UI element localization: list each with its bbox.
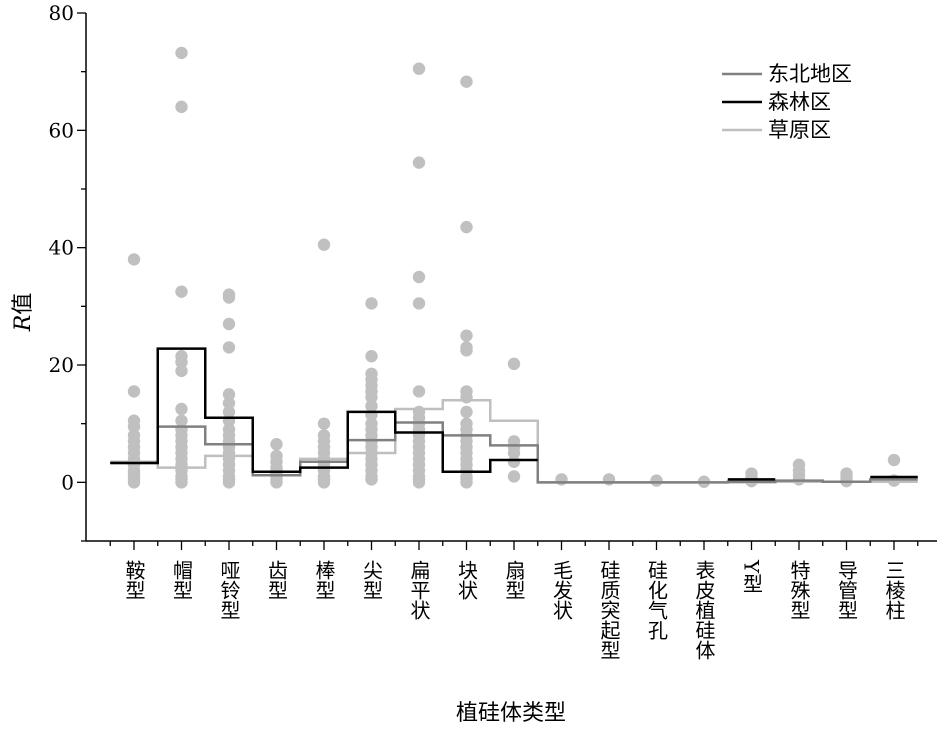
y-axis-title-italic: R: [11, 315, 36, 333]
data-point: [555, 473, 568, 486]
x-category-label: 帽型: [170, 560, 194, 600]
x-category-label: 毛发状: [550, 560, 574, 620]
data-point: [175, 285, 188, 298]
data-point: [412, 476, 426, 489]
data-point: [222, 341, 236, 354]
data-point: [222, 291, 236, 304]
x-category-label: 硅化气孔: [645, 560, 669, 640]
data-point: [412, 385, 426, 398]
data-point: [127, 253, 141, 266]
x-category-label: 特殊型: [787, 560, 811, 620]
legend-label: 东北地区: [768, 62, 852, 86]
data-point: [507, 455, 521, 468]
data-point: [222, 405, 236, 419]
data-point: [127, 476, 141, 489]
data-point: [222, 388, 236, 401]
series-line-1: [110, 347, 538, 474]
data-point: [460, 344, 473, 357]
y-tick-label: 40: [49, 236, 74, 260]
data-point: [365, 399, 378, 413]
x-category-label: 棒型: [312, 560, 336, 600]
data-point: [175, 364, 188, 378]
legend-label: 草原区: [768, 118, 831, 142]
data-point: [887, 453, 901, 467]
data-point: [365, 473, 378, 486]
data-point: [412, 62, 426, 75]
data-point: [412, 297, 426, 310]
y-axis-title: R值: [11, 293, 36, 333]
data-point: [270, 438, 283, 451]
x-axis-title: 植硅体类型: [456, 701, 566, 726]
y-axis-title-rest: 值: [11, 293, 36, 315]
x-category-label: 扁平状: [407, 560, 431, 620]
axes: 0 20 40 60 80 鞍型 帽型 哑铃型 齿型 棒型 尖型 扁平状 块状 扇型 毛发状 硅质突起型 硅化气…: [49, 1, 937, 660]
x-category-label: 块状: [455, 560, 479, 600]
data-point: [365, 297, 378, 310]
data-point: [460, 405, 473, 419]
x-category-label: 表皮植硅体: [692, 560, 716, 660]
data-point: [460, 220, 473, 234]
data-point: [175, 414, 188, 427]
data-point: [222, 396, 236, 410]
y-tick-label: 20: [49, 353, 74, 377]
y-tick-label: 0: [61, 470, 74, 494]
data-point: [317, 417, 331, 430]
data-point: [317, 476, 331, 489]
data-point: [222, 476, 236, 489]
data-point: [175, 355, 188, 369]
x-category-label: 鞍型: [122, 560, 146, 600]
data-point: [412, 156, 426, 169]
data-point: [175, 476, 188, 489]
data-point: [175, 46, 188, 60]
data-point: [175, 402, 188, 416]
x-category-label: 扇型: [502, 560, 526, 600]
x-category-label: 尖型: [360, 560, 384, 600]
data-point: [507, 470, 521, 483]
data-point: [127, 385, 141, 398]
data-point: [412, 270, 426, 284]
data-point: [460, 75, 473, 88]
data-point: [460, 391, 473, 404]
data-point: [365, 350, 378, 363]
x-category-label: 三棱柱: [882, 560, 906, 620]
x-category-label: 硅质突起型: [597, 560, 621, 660]
x-category-label: Y型: [740, 559, 764, 593]
data-point: [507, 357, 521, 371]
y-tick-label: 80: [49, 1, 74, 25]
data-point: [365, 391, 378, 404]
x-category-label: 哑铃型: [217, 560, 241, 620]
data-point: [507, 446, 521, 460]
data-point: [317, 238, 331, 251]
x-category-label: 导管型: [835, 560, 859, 620]
step-lines: [110, 347, 918, 484]
legend-label: 森林区: [768, 90, 831, 114]
x-category-label: 齿型: [265, 560, 289, 600]
data-point: [175, 100, 188, 114]
data-point: [602, 473, 616, 486]
y-tick-label: 60: [49, 118, 74, 142]
data-point: [222, 317, 236, 331]
data-point: [270, 476, 283, 489]
scatter-points: [127, 46, 901, 489]
data-point: [460, 329, 473, 342]
data-point: [460, 476, 473, 489]
data-point: [650, 474, 663, 487]
data-point: [127, 420, 141, 433]
